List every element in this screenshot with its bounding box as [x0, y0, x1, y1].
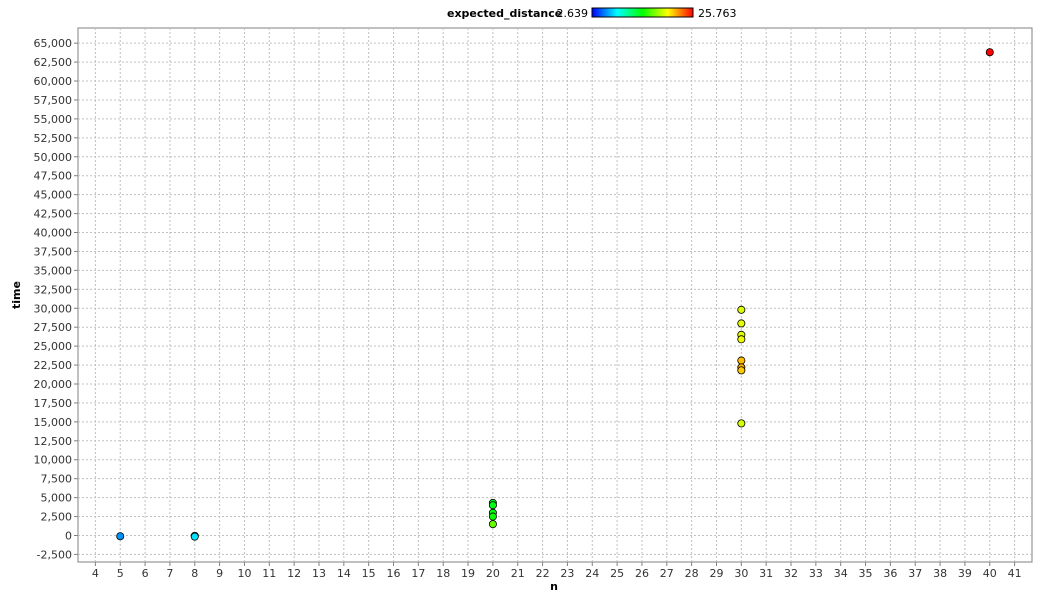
y-tick-label: 5,000	[41, 492, 73, 505]
y-tick-label: 60,000	[34, 75, 73, 88]
y-tick-label: 62,500	[34, 56, 73, 69]
legend-title: expected_distance	[447, 7, 562, 20]
color-legend: expected_distance 2.639 25.763	[447, 7, 737, 20]
y-tick-label: -2,500	[37, 548, 72, 561]
y-tick-label: 0	[65, 529, 72, 542]
legend-color-bar	[591, 7, 694, 18]
data-point	[737, 366, 746, 375]
y-tick-label: 35,000	[34, 264, 73, 277]
y-tick-label: 45,000	[34, 189, 73, 202]
x-tick-label: 28	[685, 567, 699, 580]
x-axis: 4 5 6 7 8 9 10 11 12 13 14 15 16 17 18 19 20 21 22 23 24 25 26…	[92, 562, 1022, 580]
x-tick-label: 30	[734, 567, 748, 580]
x-tick-label: 24	[585, 567, 599, 580]
x-tick-label: 15	[362, 567, 376, 580]
x-tick-label: 13	[312, 567, 326, 580]
data-point	[488, 512, 497, 521]
legend-min-label: 2.639	[557, 7, 589, 20]
x-tick-label: 40	[983, 567, 997, 580]
y-tick-label: 27,500	[34, 321, 73, 334]
y-tick-label: 30,000	[34, 302, 73, 315]
x-tick-label: 22	[536, 567, 550, 580]
y-tick-label: 47,500	[34, 170, 73, 183]
x-tick-label: 6	[142, 567, 149, 580]
x-tick-label: 25	[610, 567, 624, 580]
data-point	[488, 501, 497, 510]
x-tick-label: 12	[287, 567, 301, 580]
x-tick-label: 33	[809, 567, 823, 580]
x-tick-label: 5	[117, 567, 124, 580]
x-tick-label: 29	[709, 567, 723, 580]
x-tick-label: 34	[834, 567, 848, 580]
x-tick-label: 11	[262, 567, 276, 580]
x-tick-label: 26	[635, 567, 649, 580]
x-tick-label: 36	[883, 567, 897, 580]
y-tick-label: 10,000	[34, 454, 73, 467]
grid-lines	[78, 28, 1032, 562]
y-tick-label: 55,000	[34, 113, 73, 126]
data-point	[190, 532, 199, 541]
x-tick-label: 4	[92, 567, 99, 580]
y-tick-label: 40,000	[34, 227, 73, 240]
x-tick-label: 32	[784, 567, 798, 580]
x-tick-label: 9	[216, 567, 223, 580]
x-tick-label: 10	[237, 567, 251, 580]
y-tick-label: 7,500	[41, 473, 73, 486]
x-tick-label: 23	[560, 567, 574, 580]
plot-area	[77, 27, 1033, 563]
x-tick-label: 19	[461, 567, 475, 580]
x-tick-label: 21	[511, 567, 525, 580]
y-tick-label: 65,000	[34, 37, 73, 50]
data-point	[737, 305, 746, 314]
x-tick-label: 16	[387, 567, 401, 580]
y-axis: -2,500 0 2,500 5,000 7,500 10,000 12,500 15,000…	[34, 37, 78, 561]
y-tick-label: 50,000	[34, 151, 73, 164]
x-tick-label: 7	[166, 567, 173, 580]
y-tick-label: 32,500	[34, 283, 73, 296]
x-tick-label: 17	[411, 567, 425, 580]
y-tick-label: 52,500	[34, 132, 73, 145]
y-tick-label: 20,000	[34, 378, 73, 391]
data-point	[737, 335, 746, 344]
x-tick-label: 35	[859, 567, 873, 580]
x-axis-title: n	[550, 580, 558, 593]
x-tick-label: 38	[933, 567, 947, 580]
x-tick-label: 20	[486, 567, 500, 580]
data-point	[737, 356, 746, 365]
y-tick-label: 22,500	[34, 359, 73, 372]
x-tick-label: 27	[660, 567, 674, 580]
data-point	[985, 48, 994, 57]
y-tick-label: 17,500	[34, 397, 73, 410]
x-tick-label: 14	[337, 567, 351, 580]
x-tick-label: 37	[908, 567, 922, 580]
x-tick-label: 8	[191, 567, 198, 580]
data-point	[488, 520, 497, 529]
data-point	[737, 319, 746, 328]
data-point	[116, 532, 125, 541]
data-points	[116, 48, 994, 541]
y-tick-label: 12,500	[34, 435, 73, 448]
x-tick-label: 31	[759, 567, 773, 580]
y-tick-label: 2,500	[41, 511, 73, 524]
x-tick-label: 39	[958, 567, 972, 580]
y-tick-label: 37,500	[34, 245, 73, 258]
data-point	[737, 419, 746, 428]
y-axis-title: time	[10, 281, 23, 309]
legend-max-label: 25.763	[698, 7, 737, 20]
y-tick-label: 25,000	[34, 340, 73, 353]
x-tick-label: 18	[436, 567, 450, 580]
y-tick-label: 15,000	[34, 416, 73, 429]
y-tick-label: 42,500	[34, 208, 73, 221]
x-tick-label: 41	[1008, 567, 1022, 580]
y-tick-label: 57,500	[34, 94, 73, 107]
